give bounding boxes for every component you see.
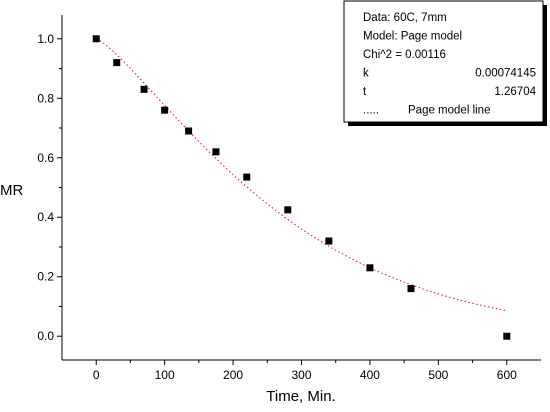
legend-line-label: Model: Page model <box>363 31 462 43</box>
x-tick-label: 500 <box>428 368 448 382</box>
legend-line-label: k <box>363 68 369 80</box>
data-point <box>407 285 415 293</box>
legend-line-label: Data: 60C, 7mm <box>363 12 447 24</box>
legend-line-value: 1.26704 <box>494 86 536 98</box>
legend-line-value: 0.00074145 <box>475 68 536 80</box>
x-tick-label: 600 <box>497 368 517 382</box>
legend-box: Data: 60C, 7mm Model: Page model Chi^2 = 0… <box>343 0 547 126</box>
y-tick-label: 1.0 <box>37 32 54 46</box>
data-point <box>284 206 292 214</box>
data-point <box>140 85 148 93</box>
data-point <box>503 332 511 340</box>
tick-labels: 0 100 200 300 400 500 600 0.0 0.2 0.4 0.6 0.8 1.0 <box>37 32 517 382</box>
x-tick-label: 200 <box>223 368 243 382</box>
data-point <box>212 148 220 156</box>
model-curve-line <box>95 38 507 312</box>
y-axis-title: MR <box>0 182 23 199</box>
data-points-layer <box>92 35 511 340</box>
data-point <box>113 59 121 67</box>
data-point <box>325 237 333 245</box>
data-point <box>185 127 193 135</box>
data-point <box>161 106 169 114</box>
y-tick-label: 0.8 <box>37 91 54 105</box>
y-tick-label: 0.0 <box>37 329 54 343</box>
data-point <box>366 264 374 272</box>
data-point <box>92 35 100 43</box>
x-tick-label: 100 <box>155 368 175 382</box>
y-tick-label: 0.6 <box>37 151 54 165</box>
legend-line-label: Chi^2 = 0.00116 <box>363 49 446 61</box>
x-tick-label: 300 <box>291 368 311 382</box>
y-tick-label: 0.4 <box>37 210 54 224</box>
x-tick-label: 400 <box>360 368 380 382</box>
x-axis-title: Time, Min. <box>266 388 335 405</box>
y-tick-label: 0.2 <box>37 270 54 284</box>
tick-marks <box>57 38 508 365</box>
x-tick-label: 0 <box>93 368 100 382</box>
model-curve-layer <box>95 38 507 312</box>
legend-line-label: t <box>363 86 367 98</box>
legend-frame <box>343 0 544 123</box>
legend-line-label: ..... <box>363 105 379 117</box>
data-point <box>243 173 251 181</box>
legend-series-label: Page model line <box>408 105 490 117</box>
